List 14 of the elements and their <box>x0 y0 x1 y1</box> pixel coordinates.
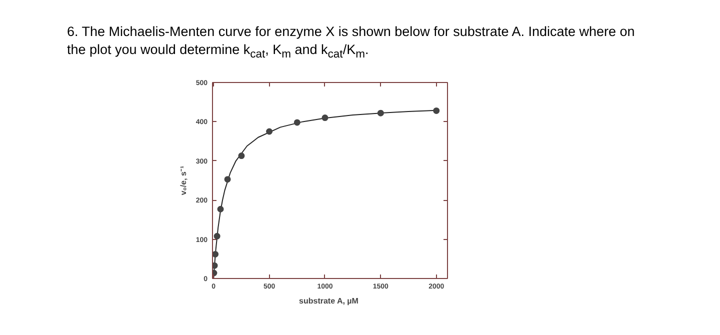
point <box>294 119 300 126</box>
point <box>212 250 219 258</box>
point <box>212 262 218 269</box>
chart-title: 6. The Michaelis-Menten curve for enzyme X is shown below for substrate A. Indicate where on the plot you would determine k$_{cat}$, K$_{m}$ and k$_{cat}$/K$_{m}$. <box>67 24 635 61</box>
point <box>322 114 328 122</box>
point <box>377 110 384 116</box>
point <box>238 152 245 160</box>
point <box>214 232 220 240</box>
x-axis-title: substrate A, µM <box>299 296 359 306</box>
point <box>433 107 440 114</box>
y-axis-title: v₀/e, s⁻¹ <box>178 166 188 196</box>
point <box>224 176 231 183</box>
point <box>217 206 224 212</box>
point <box>266 128 273 135</box>
